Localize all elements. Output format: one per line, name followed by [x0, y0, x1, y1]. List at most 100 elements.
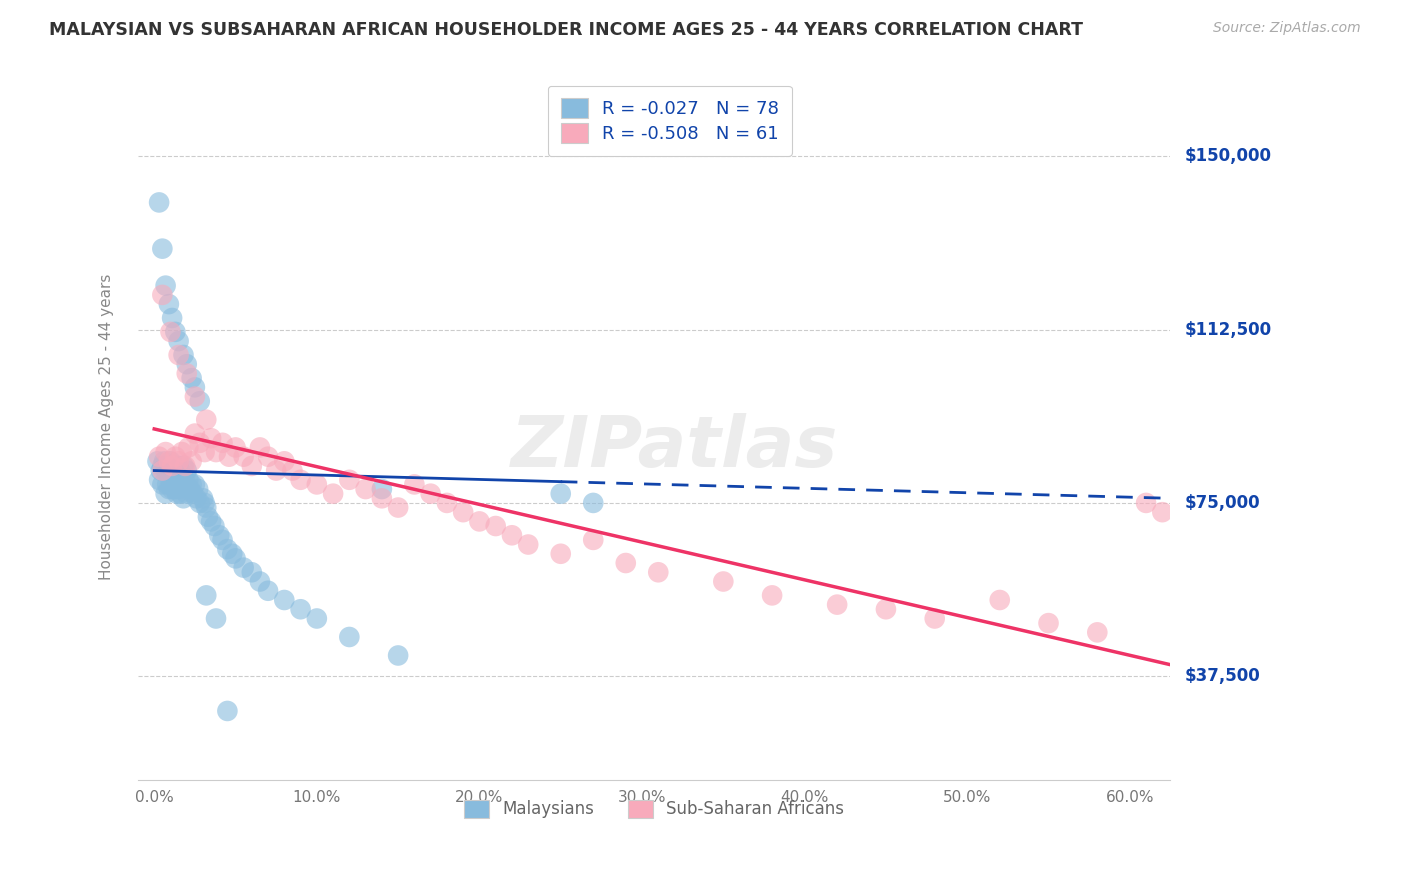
Point: [232, 560, 254, 574]
Point: [451, 505, 474, 519]
Point: [202, 519, 225, 533]
Point: [517, 537, 540, 551]
Point: [155, 278, 177, 293]
Point: [163, 477, 186, 491]
Point: [211, 533, 233, 547]
Text: $37,500: $37,500: [1184, 667, 1260, 685]
Point: [181, 486, 204, 500]
Point: [337, 630, 360, 644]
Point: [1038, 616, 1060, 631]
Point: [188, 496, 211, 510]
Point: [208, 528, 231, 542]
Point: [165, 458, 187, 473]
Point: [160, 482, 183, 496]
Point: [436, 496, 458, 510]
Point: [167, 482, 190, 496]
Text: Source: ZipAtlas.com: Source: ZipAtlas.com: [1213, 21, 1361, 35]
Point: [153, 454, 176, 468]
Point: [988, 593, 1011, 607]
Point: [174, 473, 197, 487]
Point: [924, 611, 946, 625]
Point: [170, 473, 193, 487]
Point: [875, 602, 897, 616]
Point: [159, 454, 181, 468]
Point: [225, 551, 247, 566]
Point: [167, 334, 190, 348]
Point: [205, 611, 228, 625]
Point: [150, 242, 173, 256]
Point: [148, 195, 170, 210]
Point: [195, 588, 218, 602]
Point: [191, 491, 214, 506]
Point: [184, 426, 207, 441]
Point: [647, 566, 669, 580]
Point: [180, 477, 202, 491]
Point: [167, 454, 190, 468]
Point: [156, 477, 179, 491]
Point: [155, 445, 177, 459]
Point: [165, 450, 187, 464]
Point: [264, 464, 287, 478]
Point: [240, 458, 263, 473]
Point: [217, 542, 239, 557]
Point: [188, 394, 211, 409]
Point: [187, 482, 209, 496]
Point: [159, 325, 181, 339]
Text: ZIPatlas: ZIPatlas: [512, 413, 838, 483]
Point: [273, 593, 295, 607]
Point: [169, 486, 191, 500]
Point: [761, 588, 783, 602]
Point: [174, 458, 197, 473]
Point: [290, 602, 312, 616]
Point: [205, 445, 228, 459]
Point: [163, 464, 186, 478]
Point: [170, 445, 193, 459]
Point: [337, 473, 360, 487]
Point: [249, 574, 271, 589]
Point: [711, 574, 734, 589]
Point: [371, 491, 394, 506]
Point: [186, 491, 208, 506]
Point: [257, 450, 280, 464]
Point: [166, 468, 188, 483]
Point: [550, 547, 572, 561]
Point: [281, 464, 304, 478]
Point: [184, 380, 207, 394]
Text: MALAYSIAN VS SUBSAHARAN AFRICAN HOUSEHOLDER INCOME AGES 25 - 44 YEARS CORRELATIO: MALAYSIAN VS SUBSAHARAN AFRICAN HOUSEHOL…: [49, 21, 1083, 38]
Point: [169, 464, 191, 478]
Point: [485, 519, 508, 533]
Point: [160, 458, 183, 473]
Point: [176, 464, 198, 478]
Point: [155, 464, 177, 478]
Point: [165, 482, 187, 496]
Point: [177, 441, 200, 455]
Point: [200, 515, 222, 529]
Point: [176, 486, 198, 500]
Point: [419, 486, 441, 500]
Y-axis label: Householder Income Ages 25 - 44 years: Householder Income Ages 25 - 44 years: [100, 274, 114, 580]
Point: [146, 454, 169, 468]
Legend: Malaysians, Sub-Saharan Africans: Malaysians, Sub-Saharan Africans: [457, 793, 851, 825]
Point: [156, 458, 179, 473]
Point: [614, 556, 637, 570]
Point: [501, 528, 523, 542]
Point: [177, 473, 200, 487]
Point: [157, 454, 180, 468]
Point: [160, 458, 183, 473]
Point: [167, 348, 190, 362]
Point: [157, 464, 180, 478]
Point: [155, 486, 177, 500]
Point: [176, 357, 198, 371]
Point: [582, 533, 605, 547]
Point: [166, 486, 188, 500]
Text: $150,000: $150,000: [1184, 147, 1271, 165]
Point: [150, 458, 173, 473]
Point: [1085, 625, 1108, 640]
Point: [582, 496, 605, 510]
Point: [173, 491, 195, 506]
Point: [180, 371, 202, 385]
Point: [160, 311, 183, 326]
Point: [257, 583, 280, 598]
Point: [305, 477, 328, 491]
Point: [157, 297, 180, 311]
